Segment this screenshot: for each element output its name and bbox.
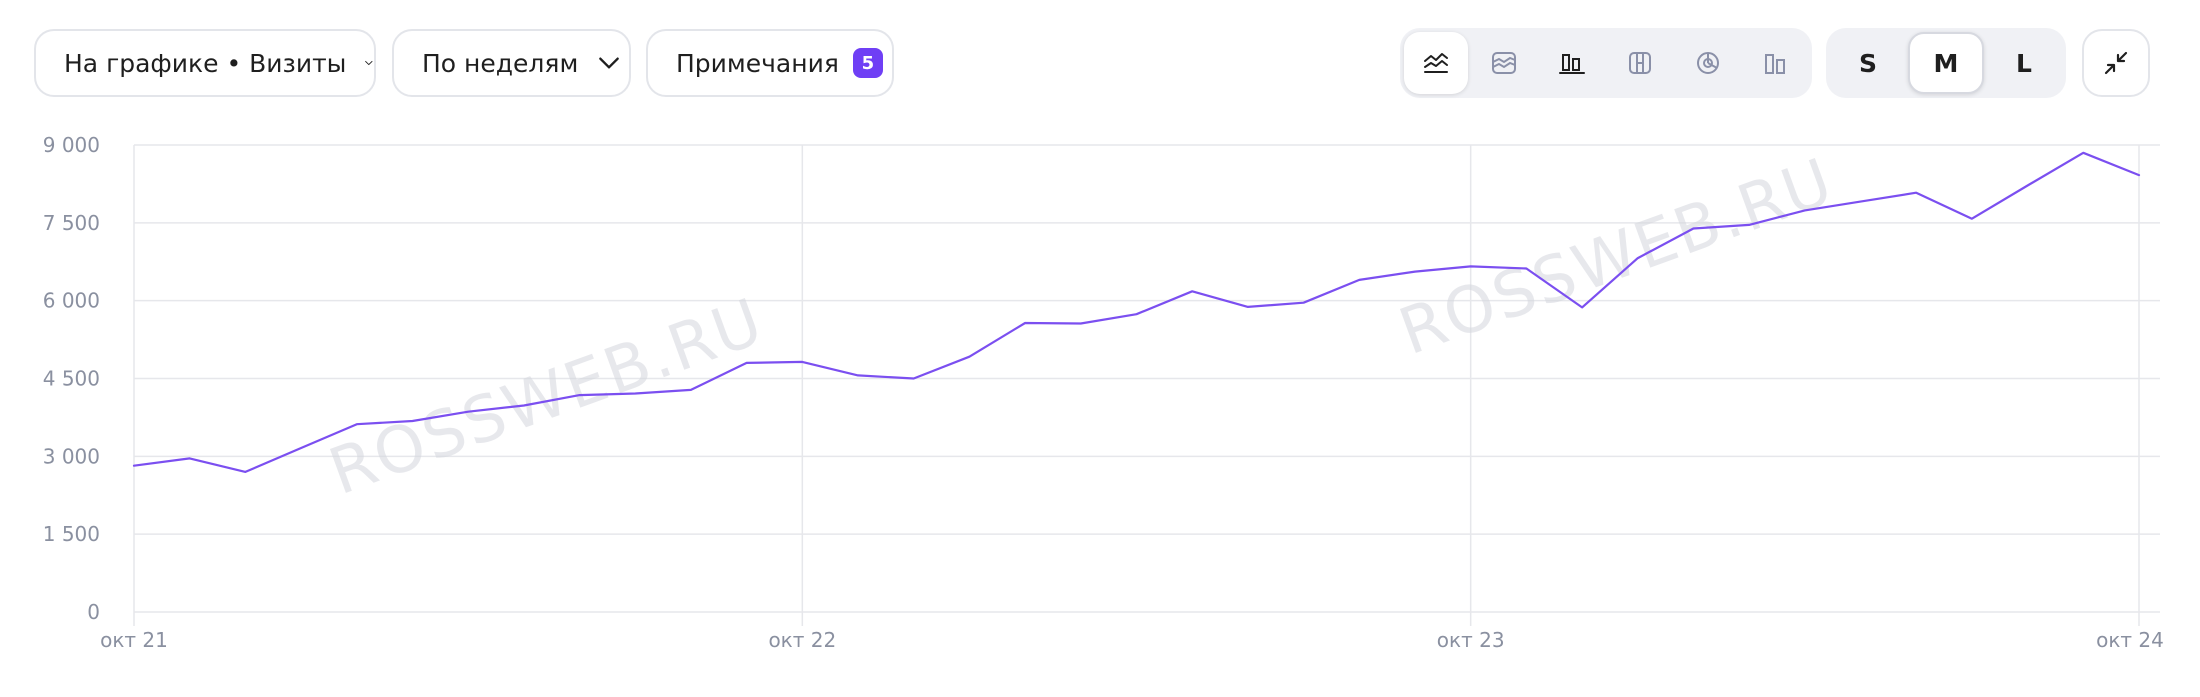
y-axis: 0 1 500 3 000 4 500 6 000 7 500 9 000	[43, 133, 100, 624]
chart-type-switcher	[1400, 28, 1812, 98]
chart-type-column[interactable]	[1744, 32, 1808, 94]
y-tick-label: 6 000	[43, 289, 100, 313]
size-m-button[interactable]: M	[1908, 32, 1984, 94]
chart-type-bar[interactable]	[1540, 32, 1604, 94]
notes-button-label: Примечания	[676, 48, 839, 78]
y-tick-label: 9 000	[43, 133, 100, 157]
size-s-label: S	[1858, 48, 1877, 78]
watermark-layer: ROSSWEB.RU ROSSWEB.RU	[320, 145, 1843, 510]
chart-toolbar: На графике • Визиты По неделям Примечани…	[0, 0, 2200, 125]
x-axis: окт 21 окт 22 окт 23 окт 24	[100, 628, 2164, 652]
chart-type-stacked[interactable]	[1608, 32, 1672, 94]
size-m-label: M	[1933, 48, 1959, 78]
period-dropdown[interactable]: По неделям	[392, 29, 631, 97]
size-l-label: L	[2016, 48, 2032, 78]
chart-series	[132, 151, 2141, 473]
collapse-button[interactable]	[2082, 29, 2150, 97]
watermark: ROSSWEB.RU	[320, 285, 773, 510]
line-chart-icon	[1424, 53, 1448, 73]
size-l-button[interactable]: L	[1986, 32, 2062, 94]
collapse-icon	[2104, 51, 2128, 75]
size-switcher: S M L	[1826, 28, 2066, 98]
y-tick-label: 3 000	[43, 444, 100, 468]
y-tick-label: 1 500	[43, 522, 100, 546]
stacked-chart-icon	[1629, 52, 1651, 74]
period-dropdown-label: По неделям	[422, 48, 579, 78]
series-line	[132, 151, 2141, 473]
y-tick-label: 4 500	[43, 367, 100, 391]
y-tick-label: 0	[87, 600, 100, 624]
size-s-button[interactable]: S	[1830, 32, 1906, 94]
x-tick-label: окт 24	[2096, 628, 2164, 652]
notes-count-badge: 5	[852, 48, 883, 78]
notes-button[interactable]: Примечания 5	[646, 29, 894, 97]
chart-type-line[interactable]	[1404, 32, 1468, 94]
chevron-down-icon	[365, 60, 373, 66]
area-chart-icon	[1492, 52, 1516, 74]
chart-type-area[interactable]	[1472, 32, 1536, 94]
metric-dropdown[interactable]: На графике • Визиты	[34, 29, 376, 97]
chevron-down-icon	[599, 57, 620, 69]
x-tick-label: окт 22	[768, 628, 836, 652]
chart-type-pie[interactable]	[1676, 32, 1740, 94]
chart-grid	[133, 144, 2160, 626]
x-tick-label: окт 23	[1437, 628, 1505, 652]
bar-chart-icon	[1559, 54, 1585, 74]
visits-line-chart: ROSSWEB.RU ROSSWEB.RU 0 1 500 3 000 4 500 6 …	[43, 133, 2164, 652]
column-chart-icon	[1765, 54, 1785, 74]
y-tick-label: 7 500	[43, 211, 100, 235]
pie-chart-icon	[1697, 52, 1719, 74]
metric-dropdown-label: На графике • Визиты	[64, 48, 347, 78]
watermark: ROSSWEB.RU	[1390, 145, 1843, 370]
x-tick-label: окт 21	[100, 628, 168, 652]
